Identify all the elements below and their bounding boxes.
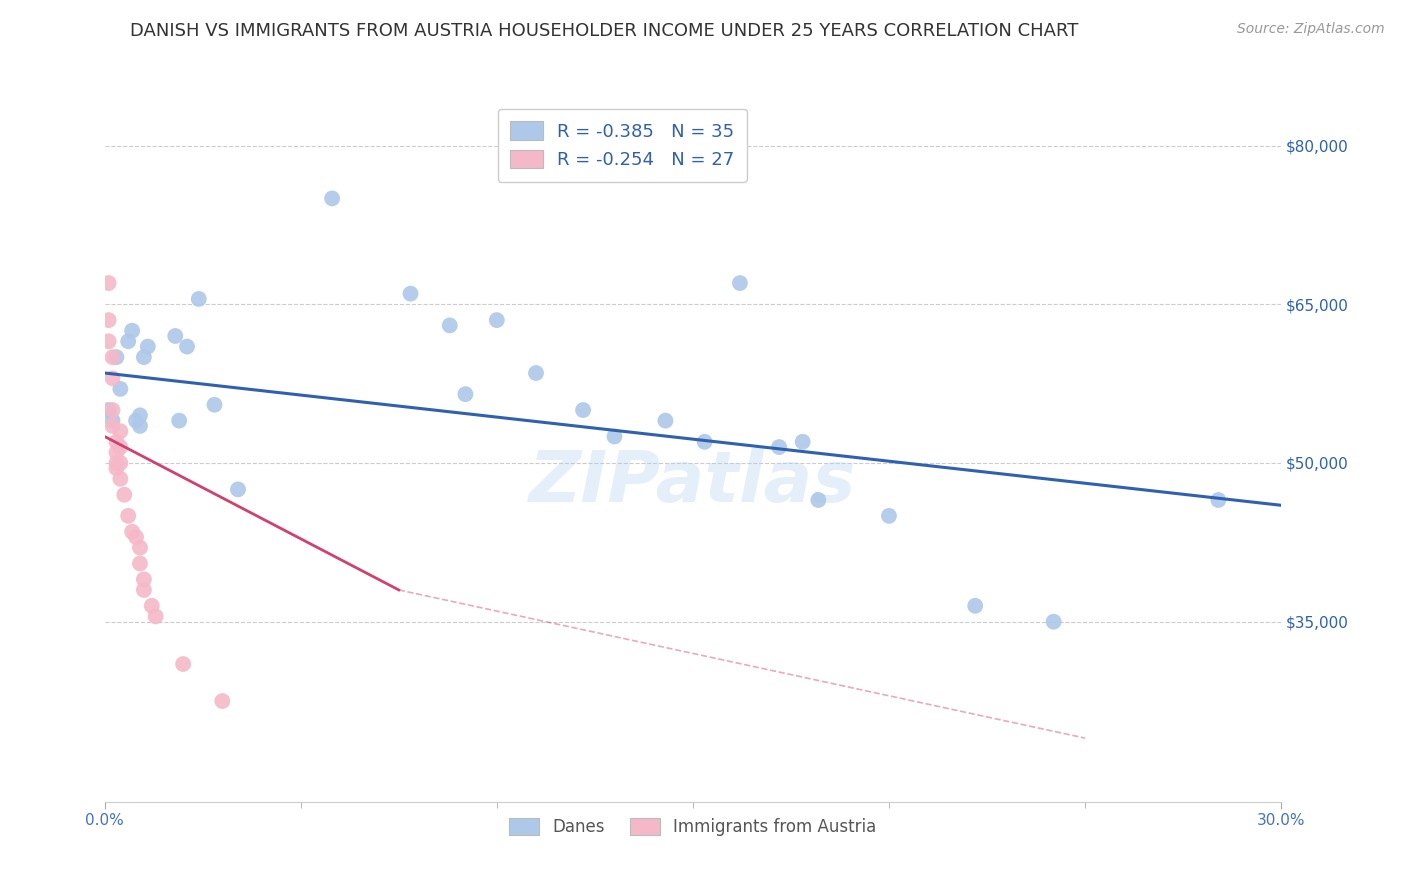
Point <box>1208 493 1230 508</box>
Point <box>129 557 152 571</box>
Point <box>112 488 135 502</box>
Point <box>117 508 139 523</box>
Point <box>167 414 190 428</box>
Point <box>321 191 343 205</box>
Point <box>172 657 194 671</box>
Point <box>524 366 547 380</box>
Point <box>187 292 209 306</box>
Point <box>97 313 120 327</box>
Point <box>439 318 461 333</box>
Point <box>965 599 987 613</box>
Point <box>110 382 132 396</box>
Point <box>792 434 814 449</box>
Point <box>145 609 167 624</box>
Point <box>105 461 128 475</box>
Point <box>101 371 124 385</box>
Point <box>117 334 139 349</box>
Point <box>97 334 120 349</box>
Point <box>101 414 124 428</box>
Point <box>129 541 152 555</box>
Point <box>807 493 830 508</box>
Point <box>454 387 477 401</box>
Point <box>141 599 163 613</box>
Text: DANISH VS IMMIGRANTS FROM AUSTRIA HOUSEHOLDER INCOME UNDER 25 YEARS CORRELATION : DANISH VS IMMIGRANTS FROM AUSTRIA HOUSEH… <box>131 22 1078 40</box>
Point <box>129 409 152 423</box>
Point <box>101 418 124 433</box>
Point <box>132 350 155 364</box>
Point <box>105 456 128 470</box>
Point <box>768 440 790 454</box>
Text: ZIPatlas: ZIPatlas <box>529 448 856 517</box>
Point <box>176 340 198 354</box>
Point <box>165 329 187 343</box>
Point <box>204 398 226 412</box>
Point <box>110 440 132 454</box>
Point <box>97 276 120 290</box>
Point <box>105 434 128 449</box>
Point <box>97 403 120 417</box>
Point <box>110 424 132 438</box>
Point <box>132 582 155 597</box>
Point <box>693 434 716 449</box>
Text: Source: ZipAtlas.com: Source: ZipAtlas.com <box>1237 22 1385 37</box>
Point <box>110 472 132 486</box>
Point <box>125 530 148 544</box>
Point <box>654 414 676 428</box>
Point <box>105 445 128 459</box>
Point <box>105 350 128 364</box>
Point <box>226 483 249 497</box>
Point <box>129 418 152 433</box>
Point <box>136 340 159 354</box>
Point <box>121 324 143 338</box>
Point <box>110 456 132 470</box>
Point <box>603 429 626 443</box>
Point <box>728 276 751 290</box>
Point <box>211 694 233 708</box>
Point <box>125 414 148 428</box>
Point <box>399 286 422 301</box>
Point <box>132 573 155 587</box>
Point <box>101 350 124 364</box>
Legend: Danes, Immigrants from Austria: Danes, Immigrants from Austria <box>502 812 883 843</box>
Point <box>101 403 124 417</box>
Point <box>121 524 143 539</box>
Point <box>485 313 508 327</box>
Point <box>1042 615 1064 629</box>
Point <box>877 508 900 523</box>
Point <box>572 403 595 417</box>
